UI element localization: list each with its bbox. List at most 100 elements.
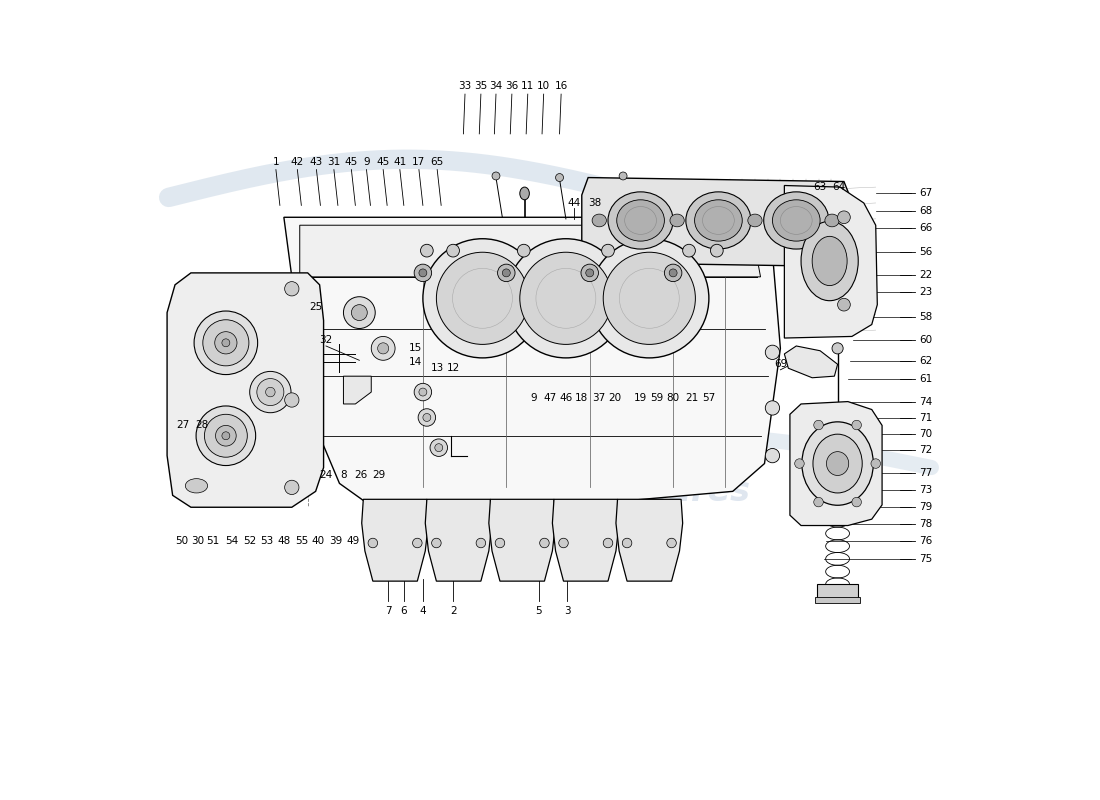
Ellipse shape [196,406,255,466]
Ellipse shape [420,244,433,257]
Text: 1: 1 [273,157,279,166]
Ellipse shape [772,200,821,241]
Text: 45: 45 [344,157,358,166]
Text: 41: 41 [393,157,407,166]
Text: 24: 24 [319,470,332,481]
Ellipse shape [619,172,627,180]
Text: 48: 48 [277,537,290,546]
Ellipse shape [825,214,839,227]
Text: 32: 32 [319,335,332,346]
Text: 59: 59 [650,394,663,403]
Ellipse shape [603,252,695,344]
Text: 11: 11 [521,81,535,91]
Text: 23: 23 [920,287,933,297]
Ellipse shape [711,244,723,257]
Ellipse shape [265,387,275,397]
Ellipse shape [590,238,708,358]
Text: 66: 66 [920,223,933,234]
Ellipse shape [581,264,598,282]
Ellipse shape [202,320,249,366]
Text: 49: 49 [346,537,360,546]
Ellipse shape [670,214,684,227]
Ellipse shape [495,538,505,548]
Text: 55: 55 [296,537,309,546]
Ellipse shape [748,214,762,227]
Text: 34: 34 [490,81,503,91]
Ellipse shape [492,172,499,180]
Ellipse shape [520,187,529,200]
Ellipse shape [871,458,880,468]
Text: 73: 73 [920,485,933,494]
Polygon shape [784,346,837,378]
Ellipse shape [813,434,862,493]
Text: 31: 31 [328,157,341,166]
Ellipse shape [368,538,377,548]
Text: eurospares: eurospares [540,475,751,508]
Ellipse shape [602,244,615,257]
Ellipse shape [851,498,861,507]
Ellipse shape [520,252,612,344]
Ellipse shape [503,269,510,277]
Polygon shape [488,499,556,581]
Text: 13: 13 [430,363,443,374]
Text: 14: 14 [408,357,421,367]
Text: 44: 44 [568,198,581,208]
Ellipse shape [517,244,530,257]
Polygon shape [790,402,882,526]
Ellipse shape [832,342,844,354]
Ellipse shape [540,538,549,548]
Text: 67: 67 [920,189,933,198]
Text: 2: 2 [450,606,456,615]
Text: 51: 51 [207,537,220,546]
Polygon shape [426,499,492,581]
Text: 53: 53 [261,537,274,546]
Text: 45: 45 [376,157,389,166]
Text: 7: 7 [385,606,392,615]
Text: 64: 64 [833,182,846,192]
Text: 21: 21 [685,394,698,403]
Text: 4: 4 [419,606,426,615]
Ellipse shape [814,420,823,430]
Ellipse shape [826,452,849,475]
Text: 79: 79 [920,502,933,512]
Ellipse shape [686,192,751,249]
Ellipse shape [766,345,780,359]
Text: 26: 26 [354,470,367,481]
Ellipse shape [603,538,613,548]
Text: 71: 71 [920,414,933,423]
Polygon shape [343,376,372,404]
Ellipse shape [285,393,299,407]
Ellipse shape [559,538,569,548]
Polygon shape [552,499,619,581]
Text: 76: 76 [920,537,933,546]
Ellipse shape [431,538,441,548]
Polygon shape [284,218,780,503]
Text: 20: 20 [608,394,622,403]
Polygon shape [167,273,323,507]
Text: 15: 15 [408,343,421,354]
Ellipse shape [683,244,695,257]
Ellipse shape [617,200,664,241]
Ellipse shape [794,458,804,468]
Ellipse shape [437,252,529,344]
Text: 74: 74 [920,397,933,406]
Polygon shape [784,186,878,338]
Text: 30: 30 [190,537,204,546]
Ellipse shape [763,192,829,249]
Text: 35: 35 [474,81,487,91]
Ellipse shape [506,238,626,358]
Text: 9: 9 [363,157,370,166]
Text: 57: 57 [702,394,715,403]
Text: 56: 56 [920,247,933,258]
Polygon shape [616,499,683,581]
Ellipse shape [837,298,850,311]
Ellipse shape [592,214,606,227]
Ellipse shape [476,538,486,548]
Text: 46: 46 [559,394,572,403]
Text: 77: 77 [920,468,933,478]
Ellipse shape [801,222,858,301]
Ellipse shape [214,332,236,354]
Ellipse shape [422,414,431,422]
Text: 5: 5 [536,606,542,615]
Bar [815,597,860,603]
